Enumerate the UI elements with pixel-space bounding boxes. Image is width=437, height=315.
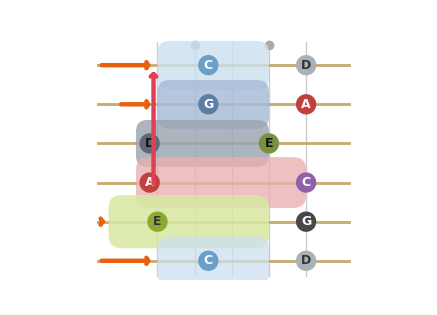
- Text: G: G: [301, 215, 311, 228]
- Text: C: C: [204, 59, 213, 72]
- Text: D: D: [301, 59, 311, 72]
- Text: D: D: [145, 137, 155, 150]
- Text: E: E: [153, 215, 162, 228]
- Circle shape: [139, 172, 160, 193]
- Circle shape: [259, 133, 279, 154]
- Circle shape: [198, 94, 218, 114]
- Text: E: E: [265, 137, 273, 150]
- Text: D: D: [301, 254, 311, 267]
- Circle shape: [296, 94, 316, 114]
- Circle shape: [296, 251, 316, 271]
- Circle shape: [198, 55, 218, 75]
- Circle shape: [296, 211, 316, 232]
- FancyBboxPatch shape: [157, 237, 269, 285]
- FancyBboxPatch shape: [136, 157, 306, 208]
- FancyBboxPatch shape: [157, 41, 269, 89]
- Text: A: A: [145, 176, 154, 189]
- Circle shape: [139, 133, 160, 154]
- Text: A: A: [301, 98, 311, 111]
- Text: C: C: [302, 176, 311, 189]
- FancyBboxPatch shape: [157, 80, 269, 129]
- Circle shape: [198, 251, 218, 271]
- FancyBboxPatch shape: [108, 195, 269, 248]
- Circle shape: [147, 211, 168, 232]
- Text: C: C: [204, 254, 213, 267]
- Circle shape: [296, 55, 316, 75]
- Circle shape: [296, 172, 316, 193]
- Text: G: G: [203, 98, 213, 111]
- FancyBboxPatch shape: [136, 120, 269, 167]
